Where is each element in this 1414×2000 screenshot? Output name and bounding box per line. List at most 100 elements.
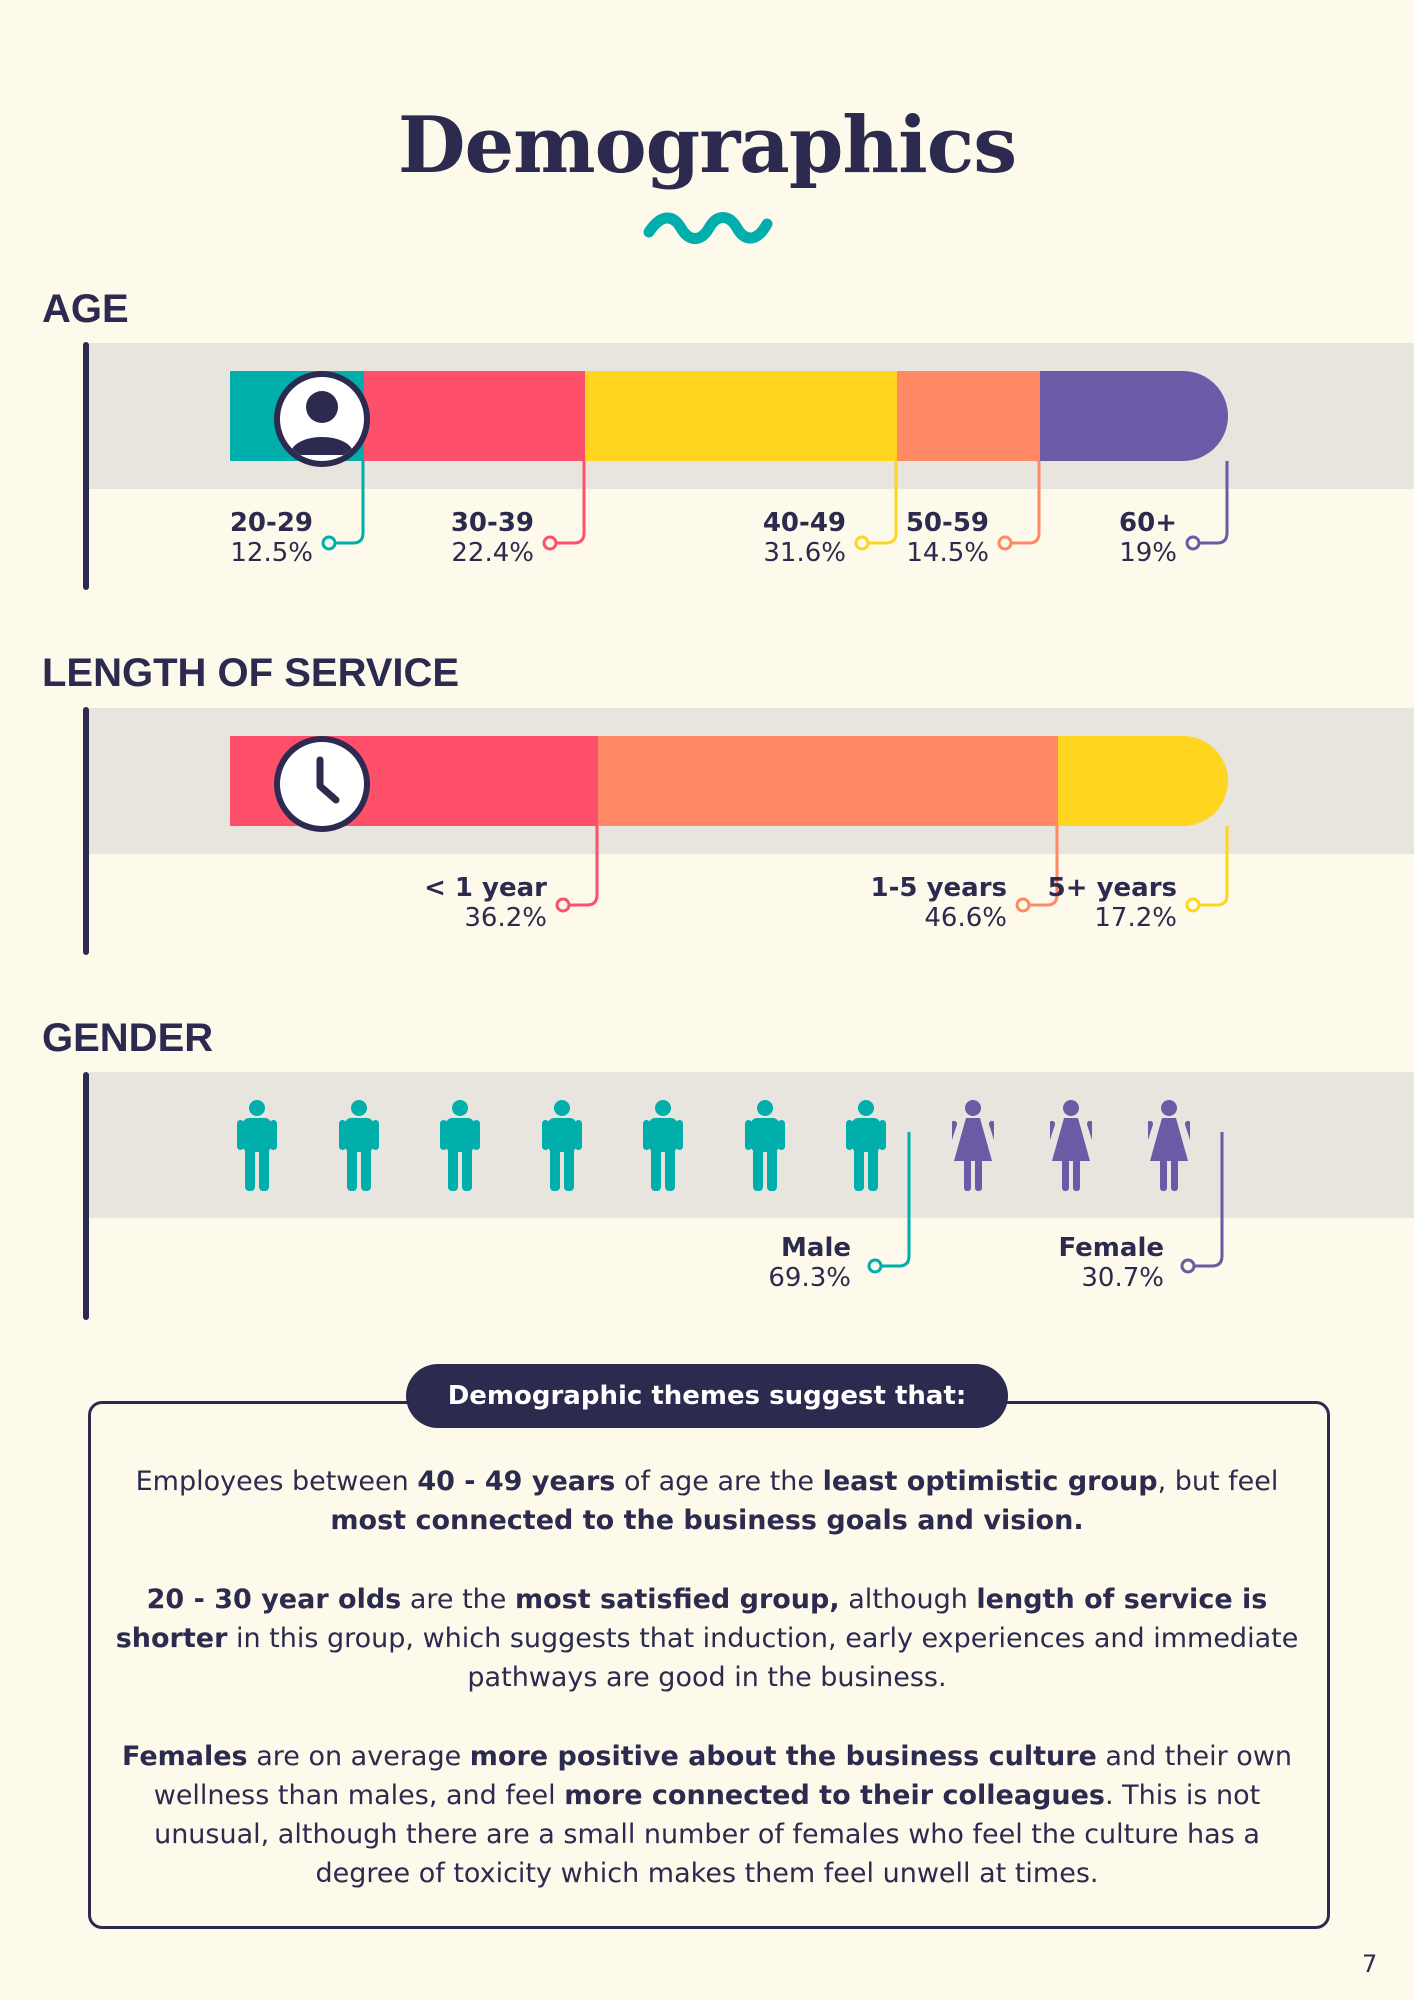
service-bar-segment-2 <box>1058 736 1228 826</box>
service-segment-2-label: 5+ years 17.2% <box>917 873 1177 933</box>
theme-text-run: and their own wellness than males, and f… <box>153 1741 1293 1811</box>
service-segment-1-percent: 46.6% <box>924 903 1007 933</box>
age-0-leader-line <box>335 461 365 545</box>
service-0-leader-dot <box>555 897 571 913</box>
age-4-leader-dot <box>1185 535 1201 551</box>
age-bar-segment-4 <box>1040 371 1228 461</box>
theme-text-run: in this group, which suggests that induc… <box>227 1623 1299 1693</box>
page-title: Demographics <box>397 100 1017 191</box>
male-person-icon <box>846 1099 886 1195</box>
gender-male-percent: 69.3% <box>768 1263 851 1293</box>
service-bar-band <box>89 708 1414 854</box>
male-person-icon <box>744 1099 785 1195</box>
service-segment-1-label: 1-5 years 46.6% <box>747 873 1007 933</box>
theme-text-run: most satisfied group, <box>514 1584 840 1615</box>
age-segment-1-category: 30-39 <box>450 508 534 538</box>
service-bar-segment-1 <box>597 736 1059 826</box>
theme-text-run: more connected to their colleagues <box>564 1780 1105 1811</box>
service-1-leader-line <box>1029 826 1059 907</box>
gender-female-percent: 30.7% <box>1081 1263 1164 1293</box>
age-bar-segment-2 <box>584 371 897 461</box>
age-heading: AGE <box>42 287 129 331</box>
age-1-leader-line <box>556 461 586 545</box>
age-bar-segment-1 <box>363 371 585 461</box>
age-2-leader-line <box>868 461 898 545</box>
themes-heading: Demographic themes suggest that: <box>406 1364 1008 1428</box>
gender-male-leader-dot <box>867 1258 883 1274</box>
service-2-leader-dot <box>1185 897 1201 913</box>
gender-male-category: Male <box>781 1233 851 1263</box>
gender-male-label: Male 69.3% <box>591 1233 851 1293</box>
age-segment-0-percent: 12.5% <box>230 538 313 568</box>
age-1-leader-dot <box>542 535 558 551</box>
theme-text-run: although <box>839 1584 977 1615</box>
theme-text-run: length of service is shorter <box>115 1584 1268 1654</box>
gender-male-leader-line <box>881 1132 911 1268</box>
gender-section-rule <box>83 1072 89 1320</box>
theme-text-run: Females <box>121 1741 248 1772</box>
male-person-icon <box>440 1099 480 1195</box>
male-person-icon <box>541 1099 582 1195</box>
gender-female-leader-line <box>1194 1132 1224 1268</box>
service-2-leader-line <box>1199 826 1229 907</box>
service-segment-1-category: 1-5 years <box>870 873 1007 903</box>
age-segment-4-category: 60+ <box>1119 508 1177 538</box>
theme-paragraph-satisfaction: 20 - 30 year olds are the most satisfied… <box>110 1580 1304 1697</box>
theme-text-run: least optimistic group <box>822 1466 1158 1497</box>
wave-decoration <box>643 212 773 244</box>
age-2-leader-dot <box>854 535 870 551</box>
theme-text-run: of age are the <box>615 1466 823 1497</box>
age-bar-band <box>89 343 1414 489</box>
female-person-icon <box>1140 1099 1197 1195</box>
theme-text-run: most connected to the business goals and… <box>330 1505 1084 1536</box>
theme-text-run: , but feel <box>1157 1466 1279 1497</box>
theme-text-run: 40 - 49 years <box>417 1466 616 1497</box>
service-1-leader-dot <box>1015 897 1031 913</box>
themes-box <box>88 1401 1330 1929</box>
age-bar-lead <box>230 371 244 461</box>
male-person-icon <box>338 1099 379 1195</box>
gender-female-label: Female 30.7% <box>904 1233 1164 1293</box>
age-segment-1-percent: 22.4% <box>451 538 534 568</box>
service-heading: LENGTH OF SERVICE <box>42 651 460 695</box>
user-icon <box>274 371 370 467</box>
service-segment-0-category: < 1 year <box>424 873 547 903</box>
theme-text-run: Employees between <box>135 1466 418 1497</box>
gender-heading: GENDER <box>42 1016 214 1060</box>
age-bar-segment-3 <box>897 371 1041 461</box>
service-segment-2-category: 5+ years <box>1047 873 1177 903</box>
service-section-rule <box>83 707 89 955</box>
theme-paragraph-gender: Females are on average more positive abo… <box>110 1737 1304 1893</box>
age-3-leader-line <box>1011 461 1041 545</box>
page-number: 7 <box>1362 1950 1378 1978</box>
age-3-leader-dot <box>997 535 1013 551</box>
age-segment-1-label: 30-39 22.4% <box>274 508 534 568</box>
clock-icon <box>274 736 370 832</box>
age-segment-3-percent: 14.5% <box>906 538 989 568</box>
age-segment-3-label: 50-59 14.5% <box>729 508 989 568</box>
service-bar-lead <box>230 736 244 826</box>
age-section-rule <box>83 342 89 590</box>
age-segment-2-label: 40-49 31.6% <box>586 508 846 568</box>
age-segment-2-category: 40-49 <box>762 508 846 538</box>
age-segment-4-percent: 19% <box>1119 538 1177 568</box>
age-segment-0-category: 20-29 <box>229 508 313 538</box>
theme-text-run: are the <box>401 1584 515 1615</box>
theme-text-run: . This is not unusual, although there ar… <box>154 1780 1261 1889</box>
service-segment-0-label: < 1 year 36.2% <box>287 873 547 933</box>
theme-paragraph-age: Employees between 40 - 49 years of age a… <box>110 1462 1304 1540</box>
theme-text-run: 20 - 30 year olds <box>146 1584 402 1615</box>
age-segment-3-category: 50-59 <box>905 508 989 538</box>
gender-female-category: Female <box>1058 1233 1164 1263</box>
theme-text-run: are on average <box>247 1741 470 1772</box>
age-4-leader-line <box>1199 461 1229 545</box>
service-segment-2-percent: 17.2% <box>1094 903 1177 933</box>
service-0-leader-line <box>569 826 599 907</box>
age-segment-0-label: 20-29 12.5% <box>53 508 313 568</box>
male-person-icon <box>237 1099 277 1195</box>
gender-female-leader-dot <box>1180 1258 1196 1274</box>
age-segment-2-percent: 31.6% <box>763 538 846 568</box>
age-0-leader-dot <box>321 535 337 551</box>
theme-text-run: more positive about the business culture <box>469 1741 1097 1772</box>
